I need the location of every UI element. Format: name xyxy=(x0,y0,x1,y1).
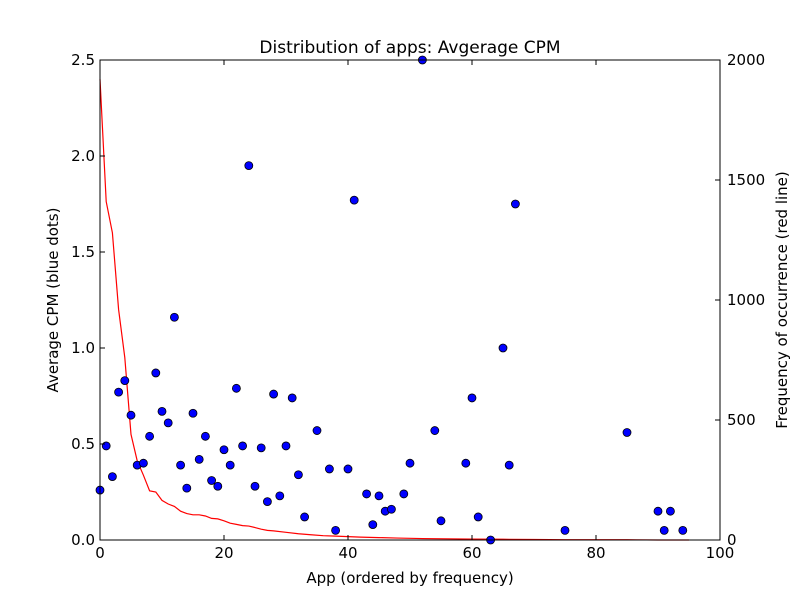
x-axis-label: App (ordered by frequency) xyxy=(306,569,513,587)
x-tick-label: 60 xyxy=(462,544,481,562)
x-tick-label: 0 xyxy=(95,544,105,562)
cpm-dot xyxy=(324,464,334,474)
cpm-dot xyxy=(169,312,179,322)
cpm-dot xyxy=(219,445,229,455)
cpm-dot xyxy=(207,476,217,485)
x-tick-label: 20 xyxy=(214,544,233,562)
frequency-line xyxy=(99,79,689,541)
cpm-dot xyxy=(678,526,688,535)
plot-frame xyxy=(99,59,721,541)
cpm-dot xyxy=(182,483,192,493)
cpm-dot xyxy=(343,464,353,474)
y2-tick-label: 1500 xyxy=(727,171,765,189)
cpm-dot xyxy=(163,418,173,428)
cpm-dot xyxy=(244,161,254,171)
cpm-dot xyxy=(188,408,198,418)
cpm-dot xyxy=(194,454,204,464)
cpm-dot xyxy=(120,376,130,386)
y-tick-label: 2.0 xyxy=(71,147,95,165)
cpm-dot xyxy=(145,431,155,441)
y-tick-label: 2.5 xyxy=(71,51,95,69)
y-tick-label: 1.0 xyxy=(71,339,95,357)
cpm-dot xyxy=(312,426,322,435)
cpm-dot xyxy=(653,506,663,516)
x-tick-label: 40 xyxy=(338,544,357,562)
cpm-dot xyxy=(461,458,471,468)
cpm-dot xyxy=(281,441,291,451)
cpm-dot xyxy=(108,472,117,482)
cpm-dot xyxy=(362,489,372,499)
cpm-dot xyxy=(331,526,341,535)
axes: 0 20 40 60 80 100 0.0 0.5 1.0 1.5 2.0 2.5 0 500 1000 15… xyxy=(71,51,765,562)
cpm-dot xyxy=(473,512,483,522)
y-tick-label: 0.5 xyxy=(71,435,95,453)
y-tick-label: 0.0 xyxy=(71,531,95,549)
y2-tick-label: 1000 xyxy=(727,291,765,309)
cpm-dot xyxy=(386,504,396,514)
cpm-dot xyxy=(666,506,675,516)
cpm-dot xyxy=(200,431,210,441)
cpm-dot xyxy=(368,520,378,530)
cpm-dot xyxy=(138,458,148,468)
cpm-dot xyxy=(498,343,508,353)
cpm-dot xyxy=(256,443,266,453)
chart-title: Distribution of apps: Avgerage CPM xyxy=(259,38,560,58)
cpm-dot xyxy=(176,460,186,470)
y2-tick-label: 0 xyxy=(727,531,737,549)
cpm-dot xyxy=(405,458,415,468)
x-tick-label: 100 xyxy=(706,544,735,562)
cpm-dot xyxy=(430,426,440,435)
cpm-dot xyxy=(275,491,285,501)
cpm-dot xyxy=(126,410,136,420)
cpm-dot xyxy=(293,470,303,480)
y-tick-label: 1.5 xyxy=(71,243,95,261)
cpm-dot xyxy=(114,387,123,397)
cpm-dot xyxy=(436,516,446,526)
cpm-dot xyxy=(157,406,167,416)
y2-tick-label: 500 xyxy=(727,411,756,429)
cpm-dot xyxy=(250,481,260,491)
cpm-dot xyxy=(349,195,359,205)
cpm-dot xyxy=(374,491,384,501)
cpm-dot xyxy=(151,368,161,378)
cpm-dot xyxy=(659,526,669,535)
plot-marks xyxy=(95,55,689,545)
x-tick-label: 80 xyxy=(586,544,605,562)
cpm-dot xyxy=(262,497,272,507)
cpm-dot xyxy=(399,489,409,499)
cpm-dot xyxy=(467,393,477,403)
cpm-dot xyxy=(287,393,297,403)
cpm-dot xyxy=(622,428,632,437)
cpm-dot xyxy=(560,526,570,535)
y2-tick-label: 2000 xyxy=(727,51,765,69)
y2-axis-label: Frequency of occurrence (red line) xyxy=(773,171,791,429)
cpm-dot xyxy=(511,199,520,209)
y-axis-label: Average CPM (blue dots) xyxy=(44,208,62,393)
cpm-dot xyxy=(238,441,248,451)
cpm-dot xyxy=(300,512,310,522)
cpm-dot xyxy=(225,460,235,470)
cpm-dot xyxy=(101,441,111,451)
cpm-dot xyxy=(213,481,223,491)
cpm-dot xyxy=(231,383,241,393)
cpm-dot xyxy=(504,460,514,470)
cpm-dot xyxy=(269,389,279,399)
